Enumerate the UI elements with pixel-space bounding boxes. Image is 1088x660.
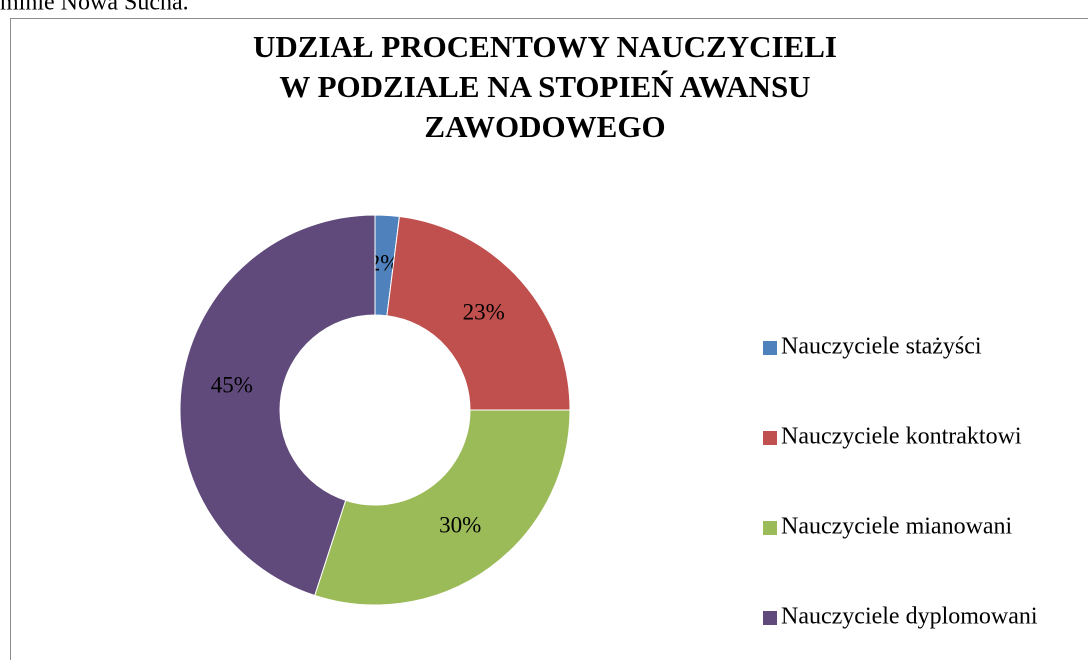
data-label: 30% xyxy=(439,513,481,538)
chart-title: ZAWODOWEGO xyxy=(424,109,665,144)
legend-label: Nauczyciele dyplomowani xyxy=(781,604,1038,630)
data-label: 23% xyxy=(463,299,505,324)
legend-label: Nauczyciele stażyści xyxy=(781,334,982,360)
page-text: minie Nowa Sucha. xyxy=(0,0,189,16)
legend-swatch xyxy=(763,521,777,535)
legend-swatch xyxy=(763,341,777,355)
legend-label: Nauczyciele kontraktowi xyxy=(781,424,1022,450)
legend-swatch xyxy=(763,431,777,445)
donut-segment xyxy=(386,215,571,411)
donut-segment xyxy=(314,409,571,606)
chart-title: W PODZIALE NA STOPIEŃ AWANSU xyxy=(279,69,810,104)
donut-segment xyxy=(179,214,376,597)
chart-title: UDZIAŁ PROCENTOWY NAUCZYCIELI xyxy=(253,29,837,64)
legend-label: Nauczyciele mianowani xyxy=(781,514,1013,540)
legend-swatch xyxy=(763,611,777,625)
data-label: 45% xyxy=(211,373,253,398)
